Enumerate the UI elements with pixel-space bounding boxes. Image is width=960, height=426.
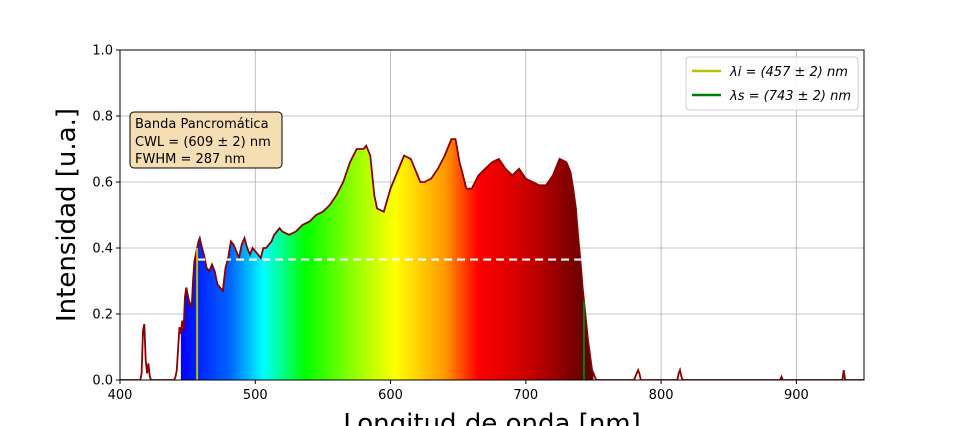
spectrum-series-line: [120, 138, 864, 380]
y-tick-label: 0.4: [92, 242, 113, 257]
info-box-background: [129, 111, 283, 169]
plot-frame: [119, 49, 865, 381]
info-fwhm: FWHM = 287 nm: [135, 152, 245, 167]
y-axis-ticks: 0.0 0.2 0.4 0.6 0.8 1.0: [92, 44, 120, 389]
info-title: Banda Pancromática: [135, 117, 269, 132]
legend-label-lambda-s: λs = (743 ± 2) nm: [729, 89, 851, 104]
info-box: Banda Pancromática CWL = (609 ± 2) nm FW…: [129, 111, 283, 169]
legend-frame: [685, 56, 859, 111]
y-tick-label: 0.8: [92, 110, 113, 125]
y-tick-label: 1.0: [92, 44, 113, 59]
y-tick-label: 0.0: [92, 374, 113, 389]
x-tick-label: 900: [784, 388, 809, 403]
x-tick-label: 500: [243, 388, 268, 403]
y-tick-label: 0.2: [92, 308, 113, 323]
y-axis-title: Intensidad [u.a.]: [52, 108, 82, 322]
x-axis-title: Longitud de onda [nm]: [343, 409, 641, 426]
x-tick-label: 700: [513, 388, 538, 403]
x-tick-label: 800: [649, 388, 674, 403]
y-tick-label: 0.6: [92, 176, 113, 191]
legend-label-lambda-i: λi = (457 ± 2) nm: [729, 65, 848, 80]
x-axis-ticks: 400 500 600 700 800 900: [108, 380, 809, 403]
info-cwl: CWL = (609 ± 2) nm: [135, 135, 271, 150]
x-tick-label: 600: [378, 388, 403, 403]
legend: λi = (457 ± 2) nm λs = (743 ± 2) nm: [685, 56, 859, 111]
spectrum-gradient-fill: [180, 139, 594, 380]
x-tick-label: 400: [108, 388, 133, 403]
